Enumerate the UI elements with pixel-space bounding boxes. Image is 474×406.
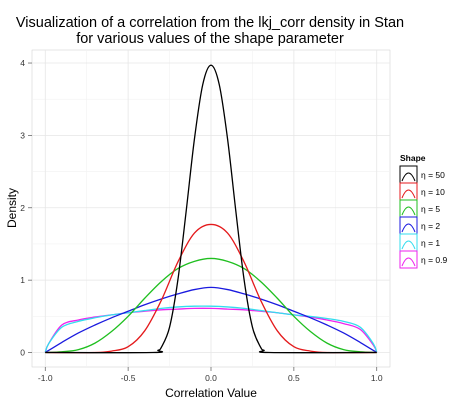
x-tick-label: 0.0	[205, 373, 217, 383]
legend-label: η = 10	[421, 187, 445, 197]
series-line	[44, 305, 378, 353]
series-lines	[44, 64, 378, 354]
series-line	[44, 286, 378, 354]
chart-title-line-1: Visualization of a correlation from the …	[16, 15, 404, 31]
legend: Shape η = 50 η = 10 η = 5 η = 2 η = 1 η = 0.9	[399, 153, 448, 269]
legend-label: η = 5	[421, 204, 440, 214]
series-line	[45, 64, 377, 354]
series-line	[45, 223, 377, 354]
series-line	[44, 307, 378, 353]
y-axis: 0 1 2 3 4	[20, 58, 32, 358]
x-axis-title: Correlation Value	[165, 386, 257, 400]
y-tick-label: 0	[20, 348, 25, 358]
legend-title: Shape	[400, 153, 426, 163]
x-tick-label: 1.0	[371, 373, 383, 383]
legend-label: η = 50	[421, 170, 445, 180]
chart-title-line-2: for various values of the shape paramete…	[76, 31, 344, 47]
y-tick-label: 1	[20, 275, 25, 285]
legend-key-curve	[401, 189, 416, 199]
x-tick-label: -0.5	[121, 373, 136, 383]
x-tick-label: -1.0	[38, 373, 53, 383]
legend-label: η = 2	[421, 221, 440, 231]
legend-key-curve	[401, 223, 416, 233]
legend-key-curve	[401, 257, 416, 267]
y-tick-label: 2	[20, 203, 25, 213]
y-tick-label: 4	[20, 58, 25, 68]
legend-key	[399, 250, 418, 269]
legend-key-curve	[401, 240, 416, 250]
y-axis-title: Density	[5, 188, 19, 228]
series-line	[45, 257, 377, 354]
legend-label: η = 0.9	[421, 255, 448, 265]
legend-key-curve	[401, 206, 416, 216]
legend-key-curve	[401, 172, 416, 182]
legend-label: η = 1	[421, 238, 440, 248]
x-tick-label: 0.5	[288, 373, 300, 383]
y-tick-label: 3	[20, 130, 25, 140]
x-axis: -1.0 -0.5 0.0 0.5 1.0	[38, 367, 383, 383]
